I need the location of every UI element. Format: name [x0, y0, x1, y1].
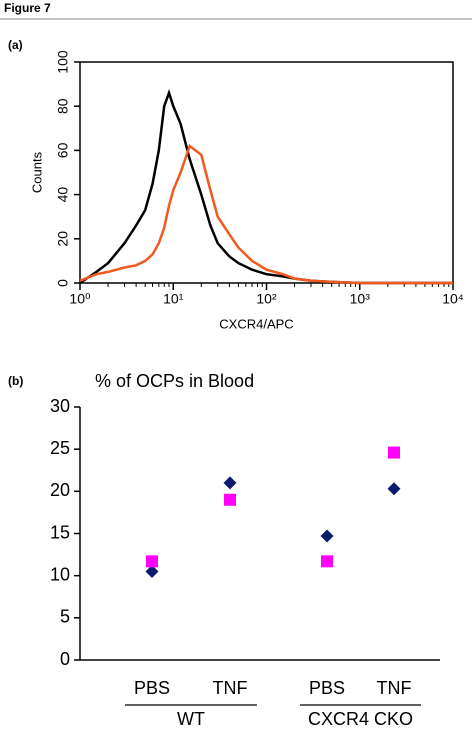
- y-tick-label: 100: [55, 50, 71, 74]
- plot-frame: [79, 61, 454, 284]
- square-marker: [388, 446, 400, 459]
- x-tick-label: 10⁰: [69, 291, 91, 307]
- panel-label: (b): [8, 374, 23, 388]
- y-tick-label: 15: [50, 522, 70, 542]
- y-tick-label: 80: [55, 98, 71, 114]
- x-axis-label: CXCR4/APC: [219, 316, 293, 331]
- x-tick-label: 10¹: [163, 291, 184, 307]
- panel-label: (a): [8, 38, 23, 52]
- group-label: CXCR4 CKO: [308, 709, 413, 729]
- x-tick-label: 10²: [256, 291, 277, 307]
- histogram-line: [79, 89, 453, 285]
- x-tick-label: PBS: [309, 678, 345, 698]
- y-tick-label: 20: [50, 480, 70, 500]
- square-marker: [224, 493, 236, 506]
- square-marker: [146, 555, 158, 568]
- figure-title: Figure 7: [4, 1, 51, 15]
- diamond-marker: [145, 564, 159, 578]
- square-marker: [321, 555, 333, 568]
- x-tick-label: 10³: [350, 291, 371, 307]
- x-tick-label: 10⁴: [442, 291, 464, 307]
- group-label: WT: [177, 709, 205, 729]
- histogram-line: [79, 143, 453, 285]
- x-tick-label: TNF: [213, 678, 248, 698]
- y-tick-label: 40: [55, 187, 71, 203]
- diamond-marker: [387, 482, 401, 496]
- chart-title: % of OCPs in Blood: [95, 371, 254, 391]
- y-tick-label: 0: [55, 279, 71, 287]
- y-tick-label: 5: [60, 607, 70, 627]
- diamond-marker: [223, 476, 237, 490]
- diamond-marker: [320, 529, 334, 543]
- x-tick-label: PBS: [134, 678, 170, 698]
- x-tick-label: TNF: [377, 678, 412, 698]
- y-tick-label: 30: [50, 396, 70, 416]
- y-tick-label: 20: [55, 231, 71, 247]
- y-axis-label: Counts: [29, 151, 44, 193]
- y-tick-label: 25: [50, 438, 70, 458]
- y-tick-label: 10: [50, 564, 70, 584]
- y-tick-label: 0: [60, 649, 70, 669]
- y-tick-label: 60: [55, 142, 71, 158]
